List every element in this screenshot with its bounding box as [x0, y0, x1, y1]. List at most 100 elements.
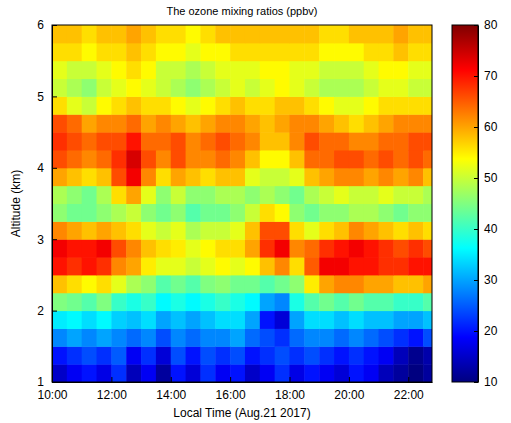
cell — [126, 25, 141, 43]
cell — [141, 168, 156, 186]
tick: 60 — [474, 120, 498, 134]
cell — [230, 204, 245, 222]
cell — [245, 186, 260, 204]
cell — [141, 293, 156, 311]
tick-mark — [290, 377, 291, 382]
cell — [379, 364, 394, 382]
cell — [156, 61, 171, 79]
cell — [230, 43, 245, 61]
cell — [304, 275, 319, 293]
tick: 3 — [37, 233, 57, 247]
cell — [171, 346, 186, 364]
cell — [260, 61, 275, 79]
cell — [393, 275, 408, 293]
cell — [408, 25, 423, 43]
cell — [82, 328, 97, 346]
tick-mark — [474, 25, 478, 26]
cell — [126, 364, 141, 382]
cell — [230, 311, 245, 329]
cell — [290, 328, 305, 346]
cell — [52, 293, 67, 311]
cell — [334, 239, 349, 257]
cell — [245, 114, 260, 132]
cell — [215, 311, 230, 329]
cell — [304, 114, 319, 132]
cell — [200, 96, 215, 114]
cell — [215, 275, 230, 293]
cell — [393, 239, 408, 257]
cell — [319, 221, 334, 239]
cell — [156, 275, 171, 293]
cell — [290, 43, 305, 61]
cell — [423, 43, 432, 61]
cell — [379, 239, 394, 257]
cell — [156, 346, 171, 364]
cell — [97, 43, 112, 61]
cell — [408, 257, 423, 275]
cell — [156, 150, 171, 168]
cell — [97, 257, 112, 275]
cell — [275, 43, 290, 61]
cell — [423, 257, 432, 275]
x-axis: 10:0012:0014:0016:0018:0020:0022:00 — [37, 377, 432, 402]
cell — [393, 204, 408, 222]
cell — [379, 79, 394, 97]
cell — [67, 25, 82, 43]
cell — [319, 204, 334, 222]
cell — [230, 346, 245, 364]
tick: 22:00 — [394, 377, 424, 402]
cell — [260, 239, 275, 257]
cell — [304, 328, 319, 346]
cell — [171, 364, 186, 382]
tick-mark — [474, 331, 478, 332]
cell — [245, 257, 260, 275]
cell — [275, 328, 290, 346]
cell — [141, 221, 156, 239]
cell — [186, 275, 201, 293]
cell — [200, 114, 215, 132]
tick-label: 70 — [484, 69, 498, 83]
cell — [171, 150, 186, 168]
cell — [141, 239, 156, 257]
cell — [319, 293, 334, 311]
cell — [275, 25, 290, 43]
cell — [82, 257, 97, 275]
cell — [111, 364, 126, 382]
colorbar-axis: 1020304050607080 — [474, 18, 498, 389]
cell — [319, 364, 334, 382]
cell — [364, 25, 379, 43]
cell — [230, 275, 245, 293]
tick: 80 — [474, 18, 498, 32]
tick: 12:00 — [97, 377, 127, 402]
cell — [230, 293, 245, 311]
colorbar — [452, 25, 478, 382]
cell — [334, 79, 349, 97]
cell — [349, 275, 364, 293]
cell — [52, 221, 67, 239]
axis-line — [52, 26, 53, 383]
cell — [141, 204, 156, 222]
cell — [141, 275, 156, 293]
cell — [408, 43, 423, 61]
cell — [126, 43, 141, 61]
cell — [423, 186, 432, 204]
cell — [364, 61, 379, 79]
cell — [215, 221, 230, 239]
cell — [200, 364, 215, 382]
cell — [200, 346, 215, 364]
cell — [319, 168, 334, 186]
cell — [349, 114, 364, 132]
cell — [275, 186, 290, 204]
cell — [379, 221, 394, 239]
cell — [200, 257, 215, 275]
cell — [304, 43, 319, 61]
cell — [334, 221, 349, 239]
cell — [141, 132, 156, 150]
cell — [334, 114, 349, 132]
cell — [215, 79, 230, 97]
tick-mark — [230, 377, 231, 382]
cell — [245, 132, 260, 150]
cell — [186, 293, 201, 311]
cell — [319, 150, 334, 168]
cell — [290, 346, 305, 364]
